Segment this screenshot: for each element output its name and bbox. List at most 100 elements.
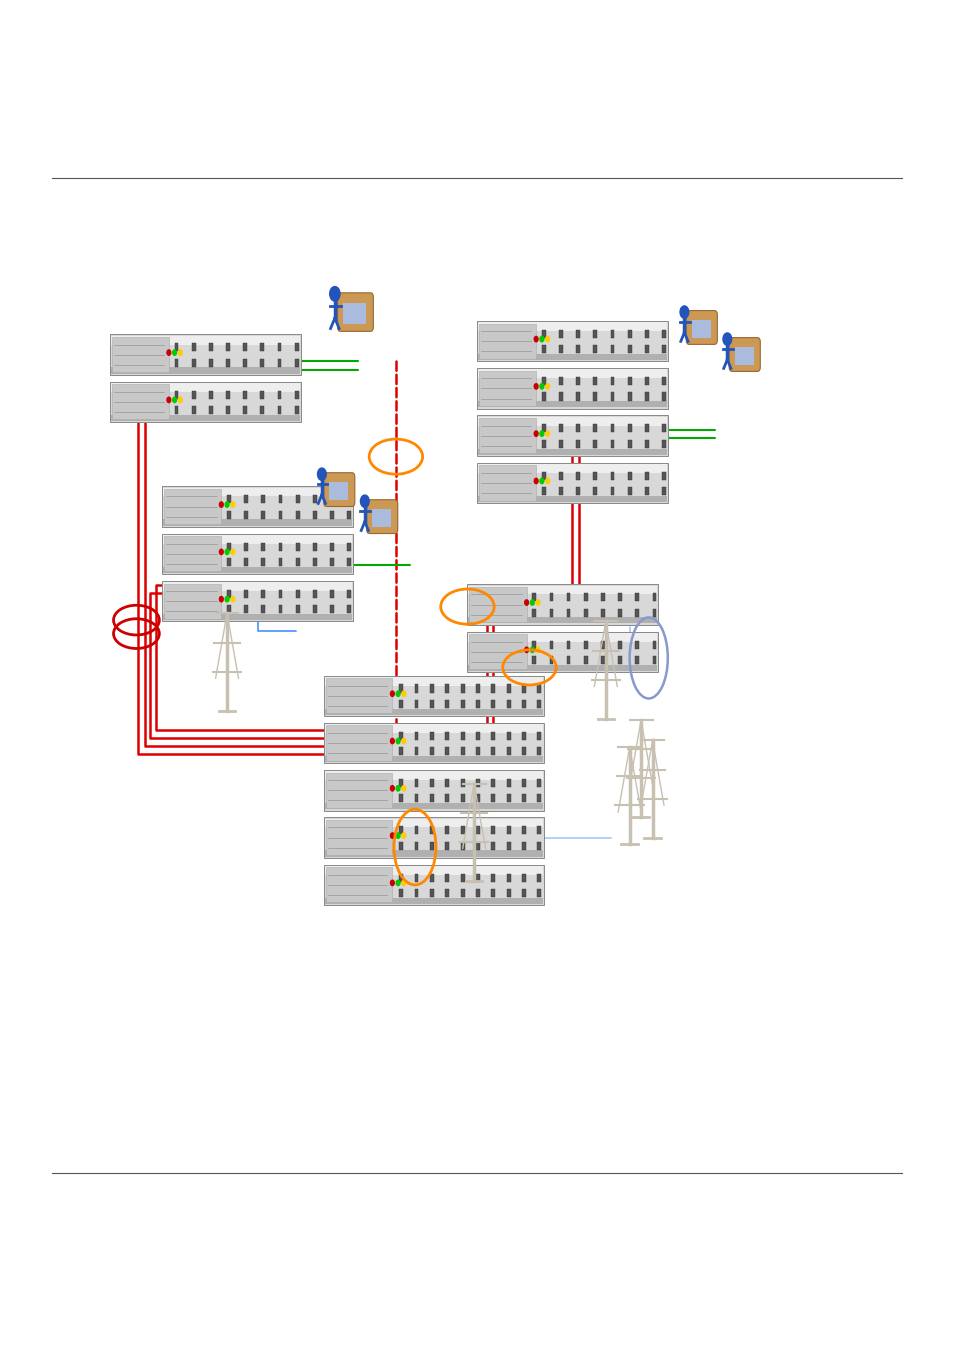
- FancyBboxPatch shape: [728, 338, 760, 372]
- Bar: [506, 685, 510, 693]
- Bar: [627, 471, 631, 480]
- Bar: [430, 685, 434, 693]
- Bar: [226, 359, 230, 367]
- Bar: [734, 347, 753, 365]
- Bar: [467, 632, 658, 673]
- Circle shape: [539, 431, 543, 436]
- Bar: [415, 685, 418, 693]
- Bar: [618, 657, 621, 665]
- Bar: [506, 794, 510, 802]
- Circle shape: [231, 503, 234, 508]
- Bar: [593, 393, 597, 401]
- Bar: [476, 874, 479, 882]
- Bar: [111, 335, 299, 345]
- Bar: [326, 820, 392, 855]
- Bar: [635, 593, 639, 601]
- Circle shape: [545, 478, 549, 484]
- Bar: [164, 584, 221, 619]
- Bar: [566, 640, 570, 648]
- Bar: [537, 889, 540, 897]
- Bar: [430, 889, 434, 897]
- Bar: [478, 324, 536, 359]
- Bar: [430, 827, 434, 835]
- Circle shape: [390, 881, 394, 886]
- Bar: [652, 657, 656, 665]
- Bar: [618, 593, 621, 601]
- Bar: [398, 780, 403, 788]
- Circle shape: [395, 881, 399, 886]
- Bar: [110, 382, 300, 423]
- Circle shape: [178, 397, 182, 403]
- Bar: [635, 657, 639, 665]
- Bar: [277, 407, 281, 415]
- Bar: [445, 700, 449, 708]
- Bar: [576, 424, 579, 432]
- FancyBboxPatch shape: [685, 311, 717, 345]
- Bar: [549, 640, 553, 648]
- Bar: [469, 586, 526, 621]
- Circle shape: [390, 832, 394, 838]
- Circle shape: [401, 692, 405, 697]
- Bar: [537, 747, 540, 755]
- Bar: [491, 874, 495, 882]
- Bar: [330, 511, 334, 519]
- Circle shape: [219, 550, 223, 555]
- Bar: [610, 346, 614, 354]
- Bar: [593, 471, 597, 480]
- Bar: [476, 889, 479, 897]
- Circle shape: [530, 600, 534, 605]
- Bar: [398, 842, 403, 850]
- Bar: [261, 543, 265, 551]
- Circle shape: [534, 336, 537, 342]
- Circle shape: [167, 350, 171, 355]
- Bar: [506, 747, 510, 755]
- Bar: [468, 632, 657, 642]
- Bar: [576, 393, 579, 401]
- Bar: [644, 424, 648, 432]
- Bar: [347, 605, 351, 613]
- Bar: [627, 377, 631, 385]
- Bar: [294, 407, 298, 415]
- Bar: [277, 359, 281, 367]
- Bar: [537, 874, 540, 882]
- Bar: [506, 889, 510, 897]
- Bar: [174, 407, 178, 415]
- Bar: [162, 486, 353, 527]
- Bar: [164, 536, 221, 571]
- Bar: [174, 390, 178, 399]
- Bar: [627, 440, 631, 449]
- Bar: [244, 590, 248, 598]
- Bar: [243, 359, 247, 367]
- Bar: [537, 827, 540, 835]
- Bar: [209, 390, 213, 399]
- Bar: [537, 842, 540, 850]
- Bar: [610, 488, 614, 496]
- Bar: [325, 724, 542, 732]
- Circle shape: [534, 431, 537, 436]
- Bar: [330, 590, 334, 598]
- Bar: [162, 581, 353, 621]
- Bar: [476, 794, 479, 802]
- Bar: [164, 489, 221, 524]
- Bar: [325, 866, 542, 875]
- Bar: [506, 780, 510, 788]
- Bar: [583, 608, 587, 616]
- Bar: [549, 657, 553, 665]
- Bar: [329, 482, 348, 500]
- Bar: [541, 471, 545, 480]
- Bar: [244, 511, 248, 519]
- Bar: [244, 605, 248, 613]
- Bar: [209, 343, 213, 351]
- Circle shape: [536, 600, 539, 605]
- Bar: [537, 794, 540, 802]
- Bar: [415, 794, 418, 802]
- Bar: [324, 676, 543, 716]
- Bar: [644, 377, 648, 385]
- Bar: [324, 770, 543, 811]
- Bar: [478, 419, 536, 454]
- Bar: [343, 303, 366, 324]
- Bar: [506, 842, 510, 850]
- Bar: [593, 346, 597, 354]
- Bar: [460, 827, 464, 835]
- Bar: [460, 874, 464, 882]
